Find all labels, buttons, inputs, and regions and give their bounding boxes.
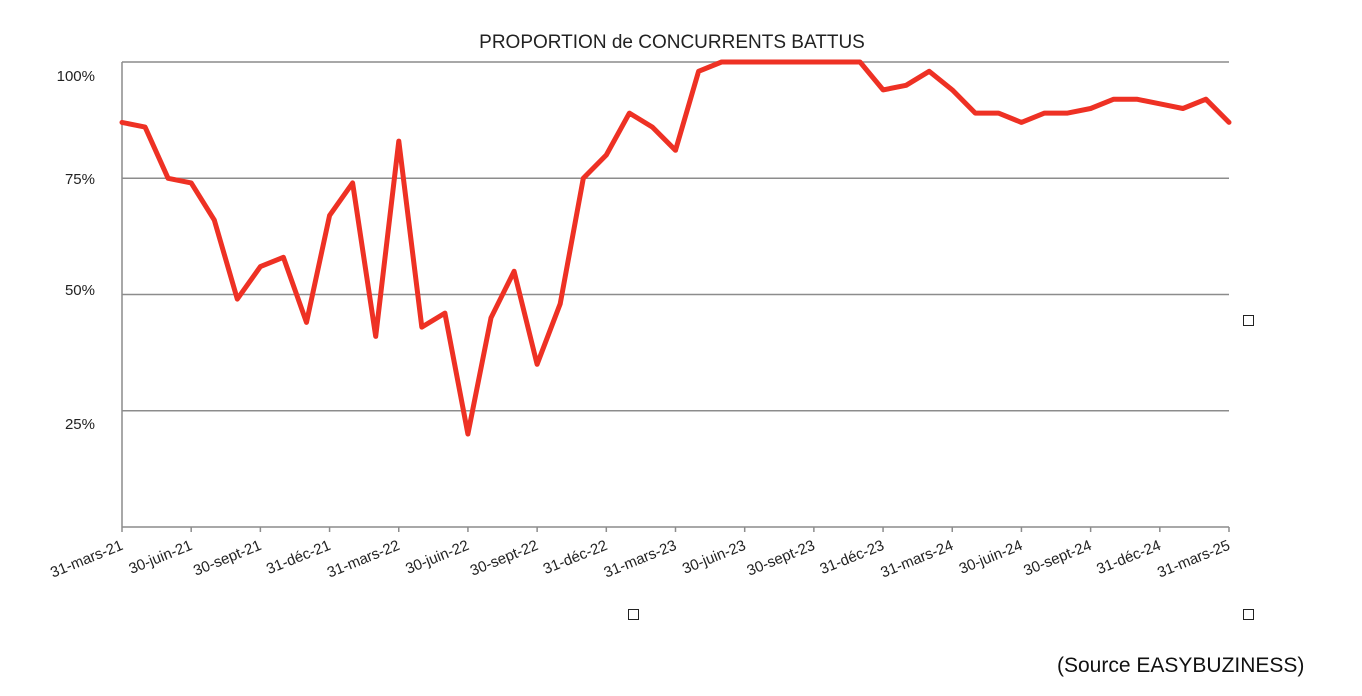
chart-title: PROPORTION de CONCURRENTS BATTUS — [479, 32, 865, 53]
y-tick-label: 100% — [57, 68, 95, 85]
selection-handle-bottom[interactable] — [628, 609, 639, 620]
x-tick-label: 30-sept-22 — [468, 537, 541, 580]
gridlines — [122, 61, 1229, 412]
x-tick-label: 31-mars-25 — [1155, 537, 1232, 581]
x-tick-label: 30-juin-24 — [957, 537, 1025, 578]
y-tick-label: 75% — [65, 171, 95, 188]
x-tick-label: 31-déc-24 — [1094, 537, 1163, 578]
x-tick-label: 30-sept-21 — [191, 537, 264, 580]
selection-handle-right[interactable] — [1243, 315, 1254, 326]
selection-handle-bottom-right[interactable] — [1243, 609, 1254, 620]
x-tick-label: 31-déc-21 — [264, 537, 333, 578]
x-tick-label: 31-mars-24 — [878, 537, 955, 581]
x-tick-label: 30-juin-23 — [680, 537, 748, 578]
x-tick-label: 31-mars-23 — [602, 537, 679, 581]
y-tick-label: 25% — [65, 416, 95, 433]
x-tick-label: 30-juin-22 — [403, 537, 471, 578]
series-group — [119, 59, 1232, 437]
axes — [121, 62, 1230, 532]
y-tick-label: 50% — [65, 282, 95, 299]
x-tick-label: 30-sept-23 — [745, 537, 818, 580]
x-tick-label: 30-sept-24 — [1021, 537, 1094, 580]
x-tick-label: 31-mars-21 — [48, 537, 125, 581]
x-tick-label: 31-déc-23 — [818, 537, 887, 578]
x-tick-label: 31-déc-22 — [541, 537, 610, 578]
x-tick-label: 31-mars-22 — [325, 537, 402, 581]
x-tick-label: 30-juin-21 — [126, 537, 194, 578]
y-tick-labels: 100% 75% 50% 25% — [57, 68, 95, 433]
source-note: (Source EASYBUZINESS) — [1057, 654, 1305, 677]
series-line — [119, 59, 1232, 437]
